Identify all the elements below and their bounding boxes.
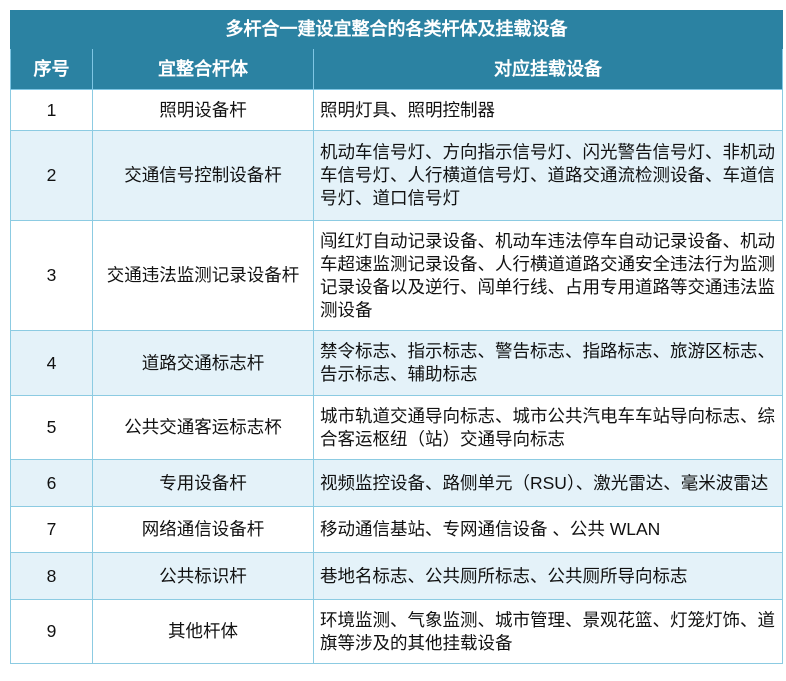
row-number: 6 <box>10 459 93 507</box>
table-row: 1 照明设备杆 照明灯具、照明控制器 <box>10 89 783 131</box>
mounted-devices: 移动通信基站、专网通信设备 、公共 WLAN <box>313 506 783 553</box>
mounted-devices: 闯红灯自动记录设备、机动车违法停车自动记录设备、机动车超速监测记录设备、人行横道… <box>313 220 783 331</box>
row-number: 4 <box>10 330 93 396</box>
table-row: 3 交通违法监测记录设备杆 闯红灯自动记录设备、机动车违法停车自动记录设备、机动车超… <box>10 220 783 331</box>
mounted-devices: 视频监控设备、路侧单元（RSU）、激光雷达、毫米波雷达 <box>313 459 783 507</box>
mounted-devices: 城市轨道交通导向标志、城市公共汽电车车站导向标志、综合客运枢纽（站）交通导向标志 <box>313 395 783 460</box>
pole-type: 照明设备杆 <box>92 89 314 131</box>
pole-type: 其他杆体 <box>92 599 314 664</box>
pole-type: 交通信号控制设备杆 <box>92 130 314 221</box>
row-number: 8 <box>10 552 93 600</box>
pole-type: 道路交通标志杆 <box>92 330 314 396</box>
mounted-devices: 机动车信号灯、方向指示信号灯、闪光警告信号灯、非机动车信号灯、人行横道信号灯、道… <box>313 130 783 221</box>
table-row: 7 网络通信设备杆 移动通信基站、专网通信设备 、公共 WLAN <box>10 506 783 553</box>
pole-type: 公共标识杆 <box>92 552 314 600</box>
pole-type: 公共交通客运标志杯 <box>92 395 314 460</box>
header-no: 序号 <box>10 48 93 90</box>
poles-table: 多杆合一建设宜整合的各类杆体及挂载设备 序号 宜整合杆体 对应挂载设备 1 照明设… <box>10 10 783 664</box>
table-row: 9 其他杆体 环境监测、气象监测、城市管理、景观花篮、灯笼灯饰、道旗等涉及的其他挂载… <box>10 599 783 664</box>
table-row: 5 公共交通客运标志杯 城市轨道交通导向标志、城市公共汽电车车站导向标志、综合客运枢… <box>10 395 783 460</box>
row-number: 1 <box>10 89 93 131</box>
pole-type: 网络通信设备杆 <box>92 506 314 553</box>
row-number: 2 <box>10 130 93 221</box>
row-number: 7 <box>10 506 93 553</box>
pole-type: 专用设备杆 <box>92 459 314 507</box>
mounted-devices: 照明灯具、照明控制器 <box>313 89 783 131</box>
pole-type: 交通违法监测记录设备杆 <box>92 220 314 331</box>
table-row: 8 公共标识杆 巷地名标志、公共厕所标志、公共厕所导向标志 <box>10 552 783 600</box>
table-row: 2 交通信号控制设备杆 机动车信号灯、方向指示信号灯、闪光警告信号灯、非机动车信号灯… <box>10 130 783 221</box>
row-number: 3 <box>10 220 93 331</box>
table-row: 6 专用设备杆 视频监控设备、路侧单元（RSU）、激光雷达、毫米波雷达 <box>10 459 783 507</box>
mounted-devices: 巷地名标志、公共厕所标志、公共厕所导向标志 <box>313 552 783 600</box>
table-title: 多杆合一建设宜整合的各类杆体及挂载设备 <box>10 10 783 49</box>
header-devices: 对应挂载设备 <box>313 48 783 90</box>
table-row: 4 道路交通标志杆 禁令标志、指示标志、警告标志、指路标志、旅游区标志、告示标志、辅… <box>10 330 783 396</box>
row-number: 9 <box>10 599 93 664</box>
mounted-devices: 环境监测、气象监测、城市管理、景观花篮、灯笼灯饰、道旗等涉及的其他挂载设备 <box>313 599 783 664</box>
mounted-devices: 禁令标志、指示标志、警告标志、指路标志、旅游区标志、告示标志、辅助标志 <box>313 330 783 396</box>
header-pole: 宜整合杆体 <box>92 48 314 90</box>
row-number: 5 <box>10 395 93 460</box>
